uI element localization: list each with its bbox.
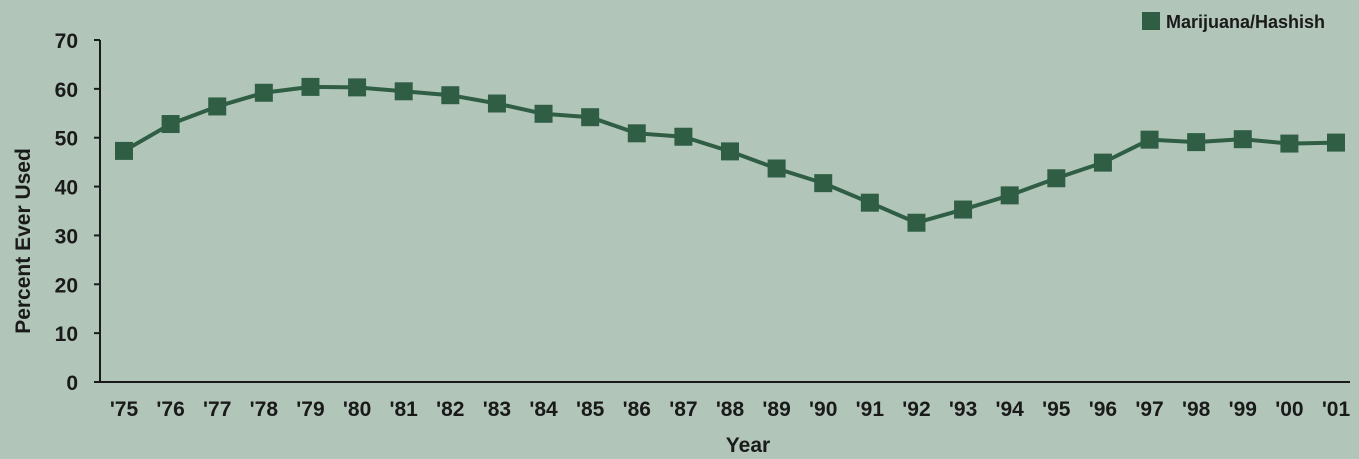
x-tick-label: '92 [902, 398, 930, 421]
data-point [1233, 130, 1252, 149]
x-tick-label: '97 [1135, 398, 1163, 421]
x-tick-label: '96 [1089, 398, 1117, 421]
data-point [441, 86, 460, 105]
x-tick-label: '81 [390, 398, 419, 421]
x-tick-label: '87 [669, 398, 697, 421]
legend: Marijuana/Hashish [1142, 12, 1325, 32]
data-point [1327, 133, 1345, 152]
data-point [814, 174, 833, 193]
x-tick-label: '80 [343, 398, 371, 421]
x-tick-label: '88 [716, 398, 745, 421]
data-point [907, 213, 926, 232]
x-tick-label: '76 [156, 398, 184, 421]
x-tick-label: '89 [762, 398, 790, 421]
x-tick-label: '84 [529, 398, 558, 421]
x-tick-label: '82 [436, 398, 464, 421]
y-axis-ticks: 0 10 20 30 40 50 60 70 [55, 30, 100, 395]
y-tick-label: 50 [55, 128, 78, 151]
x-tick-label: '85 [576, 398, 605, 421]
data-point [161, 115, 180, 134]
data-point [581, 108, 600, 127]
x-tick-label: '98 [1182, 398, 1211, 421]
data-point [348, 78, 367, 97]
data-point [860, 193, 879, 212]
data-point [115, 141, 133, 160]
x-tick-label: '78 [250, 398, 279, 421]
data-point [208, 97, 227, 116]
data-point [1093, 153, 1112, 172]
data-point [254, 83, 273, 102]
y-tick-label: 60 [55, 79, 78, 102]
data-point [1047, 169, 1066, 188]
y-tick-label: 70 [55, 30, 78, 53]
data-point [1000, 186, 1019, 205]
data-point [954, 200, 973, 219]
x-tick-label: '90 [809, 398, 837, 421]
x-tick-label: '99 [1229, 398, 1257, 421]
x-tick-label: '91 [856, 398, 885, 421]
legend-swatch [1142, 12, 1160, 30]
x-tick-label: '75 [110, 398, 139, 421]
series-layer [115, 77, 1345, 232]
y-tick-label: 40 [55, 177, 78, 200]
x-axis-ticks: '75 '76 '77 '78 '79 '80 '81 '82 '83 '84 '85 '86 '87 '… [110, 398, 1351, 421]
y-tick-label: 10 [55, 323, 78, 346]
x-tick-label: '86 [623, 398, 651, 421]
data-point [674, 127, 693, 146]
data-point [394, 82, 413, 101]
x-axis-title: Year [726, 434, 770, 457]
data-point [721, 142, 739, 161]
x-tick-label: '83 [483, 398, 511, 421]
data-point [627, 124, 646, 143]
y-tick-label: 30 [55, 225, 78, 248]
x-tick-label: '00 [1275, 398, 1303, 421]
legend-label: Marijuana/Hashish [1166, 12, 1325, 32]
x-tick-label: '94 [996, 398, 1025, 421]
x-tick-label: '77 [203, 398, 231, 421]
data-point [1187, 133, 1206, 152]
y-axis-title: Percent Ever Used [12, 148, 35, 334]
x-tick-label: '01 [1322, 398, 1351, 421]
data-point [534, 104, 553, 123]
data-point [767, 159, 786, 178]
x-tick-label: '79 [296, 398, 324, 421]
data-point [1140, 130, 1159, 149]
x-tick-label: '95 [1042, 398, 1071, 421]
data-point [301, 77, 320, 96]
data-point [487, 94, 506, 113]
data-point [1280, 134, 1299, 153]
y-tick-label: 0 [66, 372, 78, 395]
x-tick-label: '93 [949, 398, 977, 421]
y-tick-label: 20 [55, 274, 78, 297]
